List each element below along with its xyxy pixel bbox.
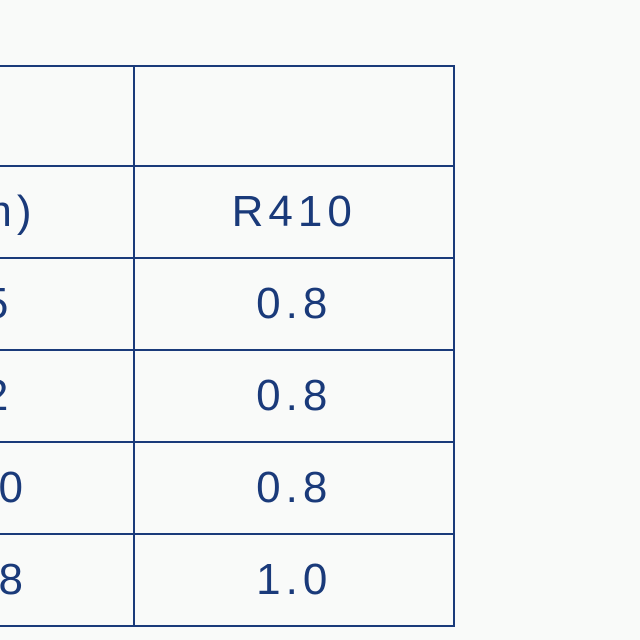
table-row	[0, 66, 454, 166]
table-cell: 0.8	[134, 258, 454, 350]
table-cell: 5.88	[0, 534, 134, 626]
cell-text: .52	[0, 371, 117, 421]
cell-text: (mm)	[0, 187, 117, 237]
cell-text: 0.8	[151, 371, 437, 421]
table-cell	[134, 66, 454, 166]
cell-text: R410	[151, 187, 437, 237]
cell-text: 1.0	[151, 555, 437, 605]
table-cell: .35	[0, 258, 134, 350]
table-cell: 1.0	[134, 534, 454, 626]
table-cell: R410	[134, 166, 454, 258]
cell-text: .35	[0, 279, 117, 329]
cell-text: 5.88	[0, 555, 117, 605]
table-cell: 0.8	[134, 442, 454, 534]
table-row: .35 0.8	[0, 258, 454, 350]
table-row: 2.70 0.8	[0, 442, 454, 534]
cell-text: 0.8	[151, 279, 437, 329]
table-cell: (mm)	[0, 166, 134, 258]
cell-text: 0.8	[151, 463, 437, 513]
cell-text: 2.70	[0, 463, 117, 513]
table-row: 5.88 1.0	[0, 534, 454, 626]
table-body: (mm) R410 .35 0.8 .52 0.8 2.70 0.8 5.88 1.0	[0, 66, 454, 626]
table-row: .52 0.8	[0, 350, 454, 442]
viewport: (mm) R410 .35 0.8 .52 0.8 2.70 0.8 5.88 1.0	[0, 0, 640, 640]
table-cell	[0, 66, 134, 166]
table-cell: 0.8	[134, 350, 454, 442]
table-cell: .52	[0, 350, 134, 442]
table-row: (mm) R410	[0, 166, 454, 258]
data-table: (mm) R410 .35 0.8 .52 0.8 2.70 0.8 5.88 1.0	[0, 65, 455, 627]
table-cell: 2.70	[0, 442, 134, 534]
